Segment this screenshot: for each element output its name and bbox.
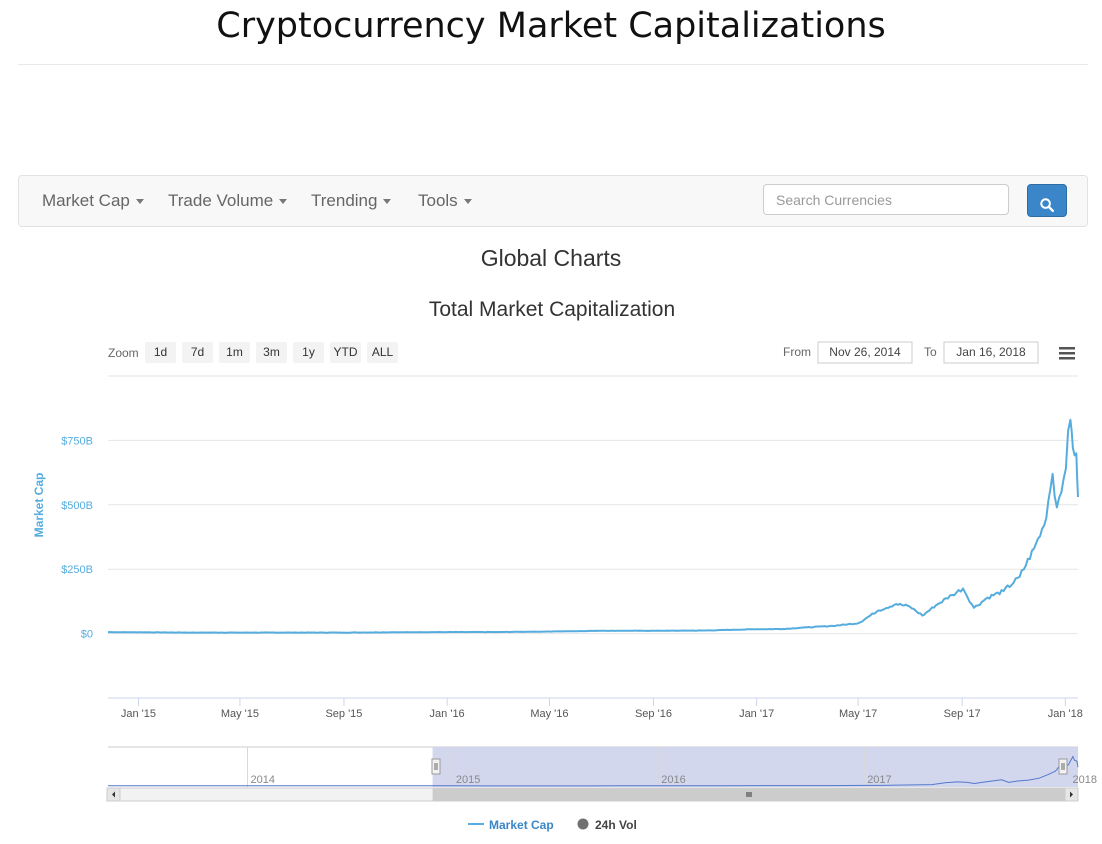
zoom-button-1d[interactable]: 1d: [145, 342, 176, 363]
to-date-value: Jan 16, 2018: [956, 345, 1026, 359]
x-tick-label: Sep '16: [635, 708, 672, 720]
navigator-handle-left[interactable]: [431, 758, 441, 775]
legend-24h-vol-swatch: [577, 818, 589, 830]
y-axis-title: Market Cap: [32, 473, 46, 538]
caret-down-icon: [135, 199, 144, 205]
y-tick-label: $250B: [61, 564, 93, 576]
zoom-button-7d[interactable]: 7d: [182, 342, 213, 363]
from-date-value: Nov 26, 2014: [829, 345, 901, 359]
nav-trade-volume-label: Trade Volume: [168, 191, 274, 210]
zoom-button-label: ALL: [372, 345, 394, 359]
legend-24h-vol[interactable]: 24h Vol: [577, 818, 637, 832]
zoom-button-label: YTD: [334, 345, 358, 359]
zoom-button-all[interactable]: ALL: [367, 342, 398, 363]
zoom-button-1y[interactable]: 1y: [293, 342, 324, 363]
navigator-handle-right[interactable]: [1058, 758, 1068, 775]
search-button[interactable]: [1027, 184, 1067, 217]
x-tick-label: Sep '17: [944, 708, 981, 720]
search-icon: [1040, 198, 1054, 212]
zoom-button-label: 1d: [154, 345, 167, 359]
navigator-year-label: 2018: [1073, 774, 1097, 786]
zoom-button-ytd[interactable]: YTD: [330, 342, 361, 363]
zoom-button-label: 1y: [302, 345, 315, 359]
zoom-button-3m[interactable]: 3m: [256, 342, 287, 363]
chart-menu-icon[interactable]: [1056, 344, 1078, 362]
nav-trade-volume[interactable]: Trade Volume: [168, 176, 288, 226]
nav-tools-label: Tools: [418, 191, 458, 210]
navigator-year-label: 2017: [867, 774, 891, 786]
caret-down-icon: [279, 199, 288, 205]
page-title: Cryptocurrency Market Capitalizations: [216, 6, 886, 46]
from-date-input[interactable]: Nov 26, 2014: [817, 341, 913, 364]
legend-24h-vol-label: 24h Vol: [595, 818, 637, 832]
to-label: To: [924, 345, 937, 359]
caret-down-icon: [463, 199, 472, 205]
nav-trending[interactable]: Trending: [311, 176, 392, 226]
navigator: 2014 2015 2016 2017 2018: [106, 746, 1097, 802]
from-label: From: [783, 345, 811, 359]
navigator-year-label: 2015: [456, 774, 480, 786]
nav-trending-label: Trending: [311, 191, 378, 210]
x-tick-label: Jan '18: [1048, 708, 1083, 720]
zoom-label: Zoom: [108, 346, 139, 360]
series-market-cap-line: [108, 418, 1079, 634]
legend-market-cap[interactable]: Market Cap: [468, 818, 554, 832]
to-date-input[interactable]: Jan 16, 2018: [943, 341, 1039, 364]
navigator-year-label: 2014: [251, 774, 275, 786]
search-input[interactable]: [763, 184, 1009, 215]
zoom-button-1m[interactable]: 1m: [219, 342, 250, 363]
navigator-year-label: 2016: [661, 774, 685, 786]
zoom-button-label: 3m: [263, 345, 280, 359]
x-tick-label: May '17: [839, 708, 877, 720]
y-tick-label: $750B: [61, 435, 93, 447]
scrollbar-left-arrow-icon[interactable]: [106, 787, 121, 802]
navbar: Market Cap Trade Volume Trending Tools: [18, 175, 1088, 227]
market-cap-chart: Total Market Capitalization Zoom 1d 7d 1m 3…: [32, 298, 1097, 832]
nav-market-cap[interactable]: Market Cap: [42, 176, 144, 226]
x-tick-label: May '15: [221, 708, 259, 720]
x-tick-label: Jan '15: [121, 708, 156, 720]
caret-down-icon: [383, 199, 392, 205]
navigator-selected-range[interactable]: [432, 747, 1079, 787]
title-divider: [18, 64, 1088, 65]
x-tick-label: Sep '15: [325, 708, 362, 720]
x-tick-label: May '16: [530, 708, 568, 720]
zoom-button-label: 1m: [226, 345, 243, 359]
legend-market-cap-label: Market Cap: [489, 818, 554, 832]
y-tick-label: $0: [81, 629, 93, 641]
nav-tools[interactable]: Tools: [418, 176, 472, 226]
y-tick-label: $500B: [61, 500, 93, 512]
chart-title: Total Market Capitalization: [429, 298, 675, 321]
navigator-scrollbar[interactable]: [106, 787, 1079, 802]
x-tick-label: Jan '17: [739, 708, 774, 720]
x-tick-label: Jan '16: [430, 708, 465, 720]
nav-market-cap-label: Market Cap: [42, 191, 130, 210]
section-title: Global Charts: [480, 245, 622, 271]
scrollbar-right-arrow-icon[interactable]: [1064, 787, 1079, 802]
zoom-button-label: 7d: [191, 345, 204, 359]
